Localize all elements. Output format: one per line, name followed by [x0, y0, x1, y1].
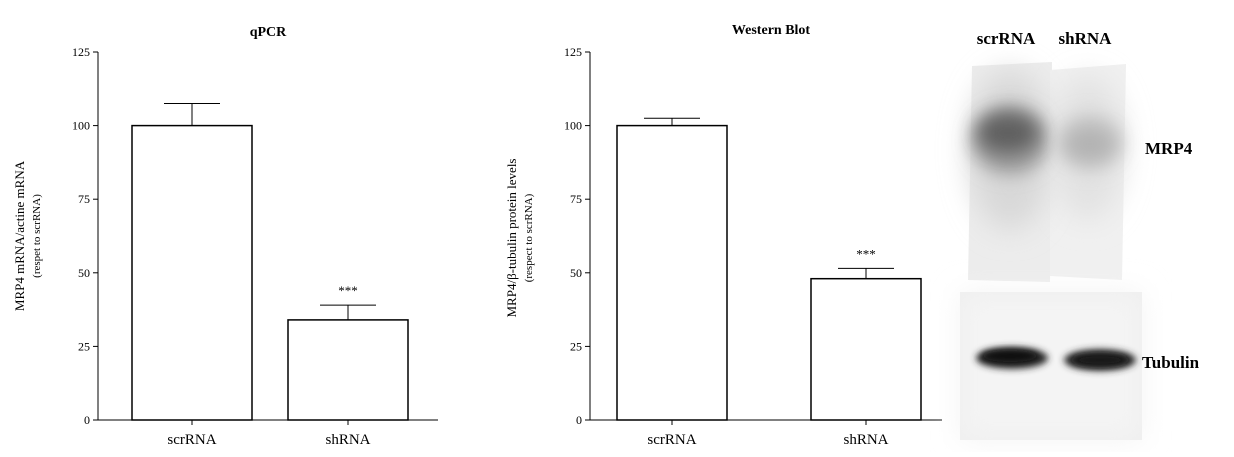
y-tick-label: 25 [570, 339, 582, 353]
y-tick-label: 50 [570, 266, 582, 280]
significance-marker: *** [856, 246, 876, 261]
significance-marker: *** [338, 283, 358, 298]
bar-scrRNA [616, 124, 728, 421]
y-ticks: 0 25 50 75 100 125 [564, 45, 590, 427]
y-axis-label-line2: (respect to scrRNA) [523, 193, 535, 282]
bar-shRNA [287, 319, 409, 421]
y-tick-label: 75 [570, 192, 582, 206]
y-axis-label-line1: MRP4 mRNA/actine mRNA [12, 160, 27, 311]
bar-scrRNA [131, 124, 253, 421]
x-tick-label: scrRNA [167, 432, 216, 448]
y-tick-label: 75 [78, 192, 90, 206]
western-blot-image: scrRNA shRNA MRP4 Tubulin [960, 29, 1200, 440]
band-label-tubulin: Tubulin [1142, 353, 1200, 372]
y-axis-label-line2: (respet to scrRNA) [31, 194, 43, 278]
bars: scrRNA shRNA *** [616, 117, 922, 448]
y-axis-label-line1: MRP4/β-tubulin protein levels [504, 159, 519, 318]
band-label-mrp4: MRP4 [1145, 139, 1193, 158]
y-tick-label: 25 [78, 339, 90, 353]
x-tick-label: shRNA [843, 432, 888, 448]
bars: scrRNA shRNA *** [131, 103, 409, 448]
y-tick-label: 0 [576, 413, 582, 427]
mrp4-blot-panel [968, 62, 1138, 282]
lane-label-scrRNA: scrRNA [977, 29, 1036, 48]
y-tick-label: 0 [84, 413, 90, 427]
y-tick-label: 100 [564, 119, 582, 133]
y-tick-label: 100 [72, 119, 90, 133]
y-tick-label: 125 [72, 45, 90, 59]
tubulin-blot-panel [960, 292, 1142, 440]
x-tick-label: shRNA [325, 432, 370, 448]
western-blot-chart: Western Blot 0 25 50 75 100 125 scrRNA shRNA **… [504, 23, 942, 448]
chart-title: Western Blot [732, 23, 810, 38]
y-tick-label: 50 [78, 266, 90, 280]
bar-shRNA [810, 277, 922, 421]
qpcr-chart: qPCR 0 25 50 75 100 125 scrRNA shRNA *** MRP4 m… [12, 25, 438, 448]
chart-title: qPCR [250, 25, 287, 40]
lane-label-shRNA: shRNA [1059, 29, 1113, 48]
x-tick-label: scrRNA [647, 432, 696, 448]
y-ticks: 0 25 50 75 100 125 [72, 45, 98, 427]
y-tick-label: 125 [564, 45, 582, 59]
